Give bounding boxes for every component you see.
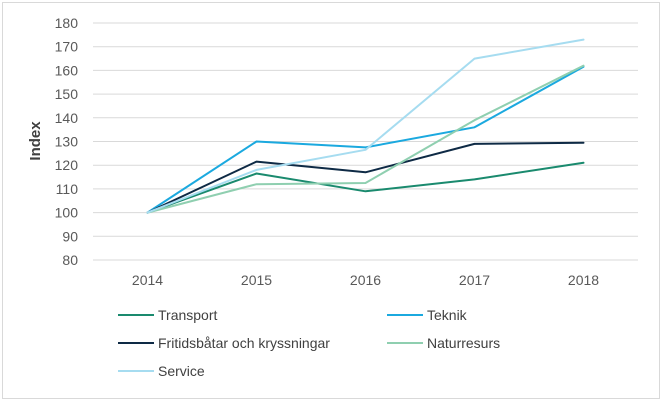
x-tick-label: 2016 xyxy=(350,272,381,288)
y-tick-label: 180 xyxy=(55,15,79,31)
series-line xyxy=(146,64,585,214)
series-line xyxy=(146,141,585,214)
legend-label: Naturresurs xyxy=(427,335,500,351)
y-tick-label: 100 xyxy=(55,205,79,221)
y-tick-label: 130 xyxy=(55,134,79,150)
y-tick-label: 140 xyxy=(55,110,79,126)
x-tick-label: 2018 xyxy=(568,272,599,288)
x-tick-label: 2017 xyxy=(459,272,490,288)
series-line xyxy=(146,161,585,214)
x-axis-ticks: 2014 2015 2016 2017 2018 xyxy=(132,272,599,288)
legend-label: Transport xyxy=(158,307,218,323)
series-lines xyxy=(146,38,585,214)
series-line xyxy=(146,65,585,214)
y-axis-ticks: 80 90 100 110 120 130 140 150 160 170 180 xyxy=(55,15,79,268)
y-axis-label: Index xyxy=(27,121,44,161)
x-tick-label: 2014 xyxy=(132,272,163,288)
y-tick-label: 90 xyxy=(62,228,78,244)
legend-label: Teknik xyxy=(427,307,468,323)
legend-label: Fritidsbåtar och kryssningar xyxy=(158,335,330,351)
y-tick-label: 150 xyxy=(55,86,79,102)
y-tick-label: 110 xyxy=(56,181,79,197)
y-tick-label: 160 xyxy=(55,62,79,78)
legend-label: Service xyxy=(158,363,205,379)
x-tick-label: 2015 xyxy=(241,272,272,288)
gridlines xyxy=(93,22,638,261)
y-tick-label: 120 xyxy=(55,157,79,173)
legend: Transport Teknik Fritidsbåtar och kryssnin… xyxy=(118,307,500,379)
y-tick-label: 170 xyxy=(55,39,79,55)
y-tick-label: 80 xyxy=(62,252,78,268)
series-line xyxy=(146,38,585,214)
